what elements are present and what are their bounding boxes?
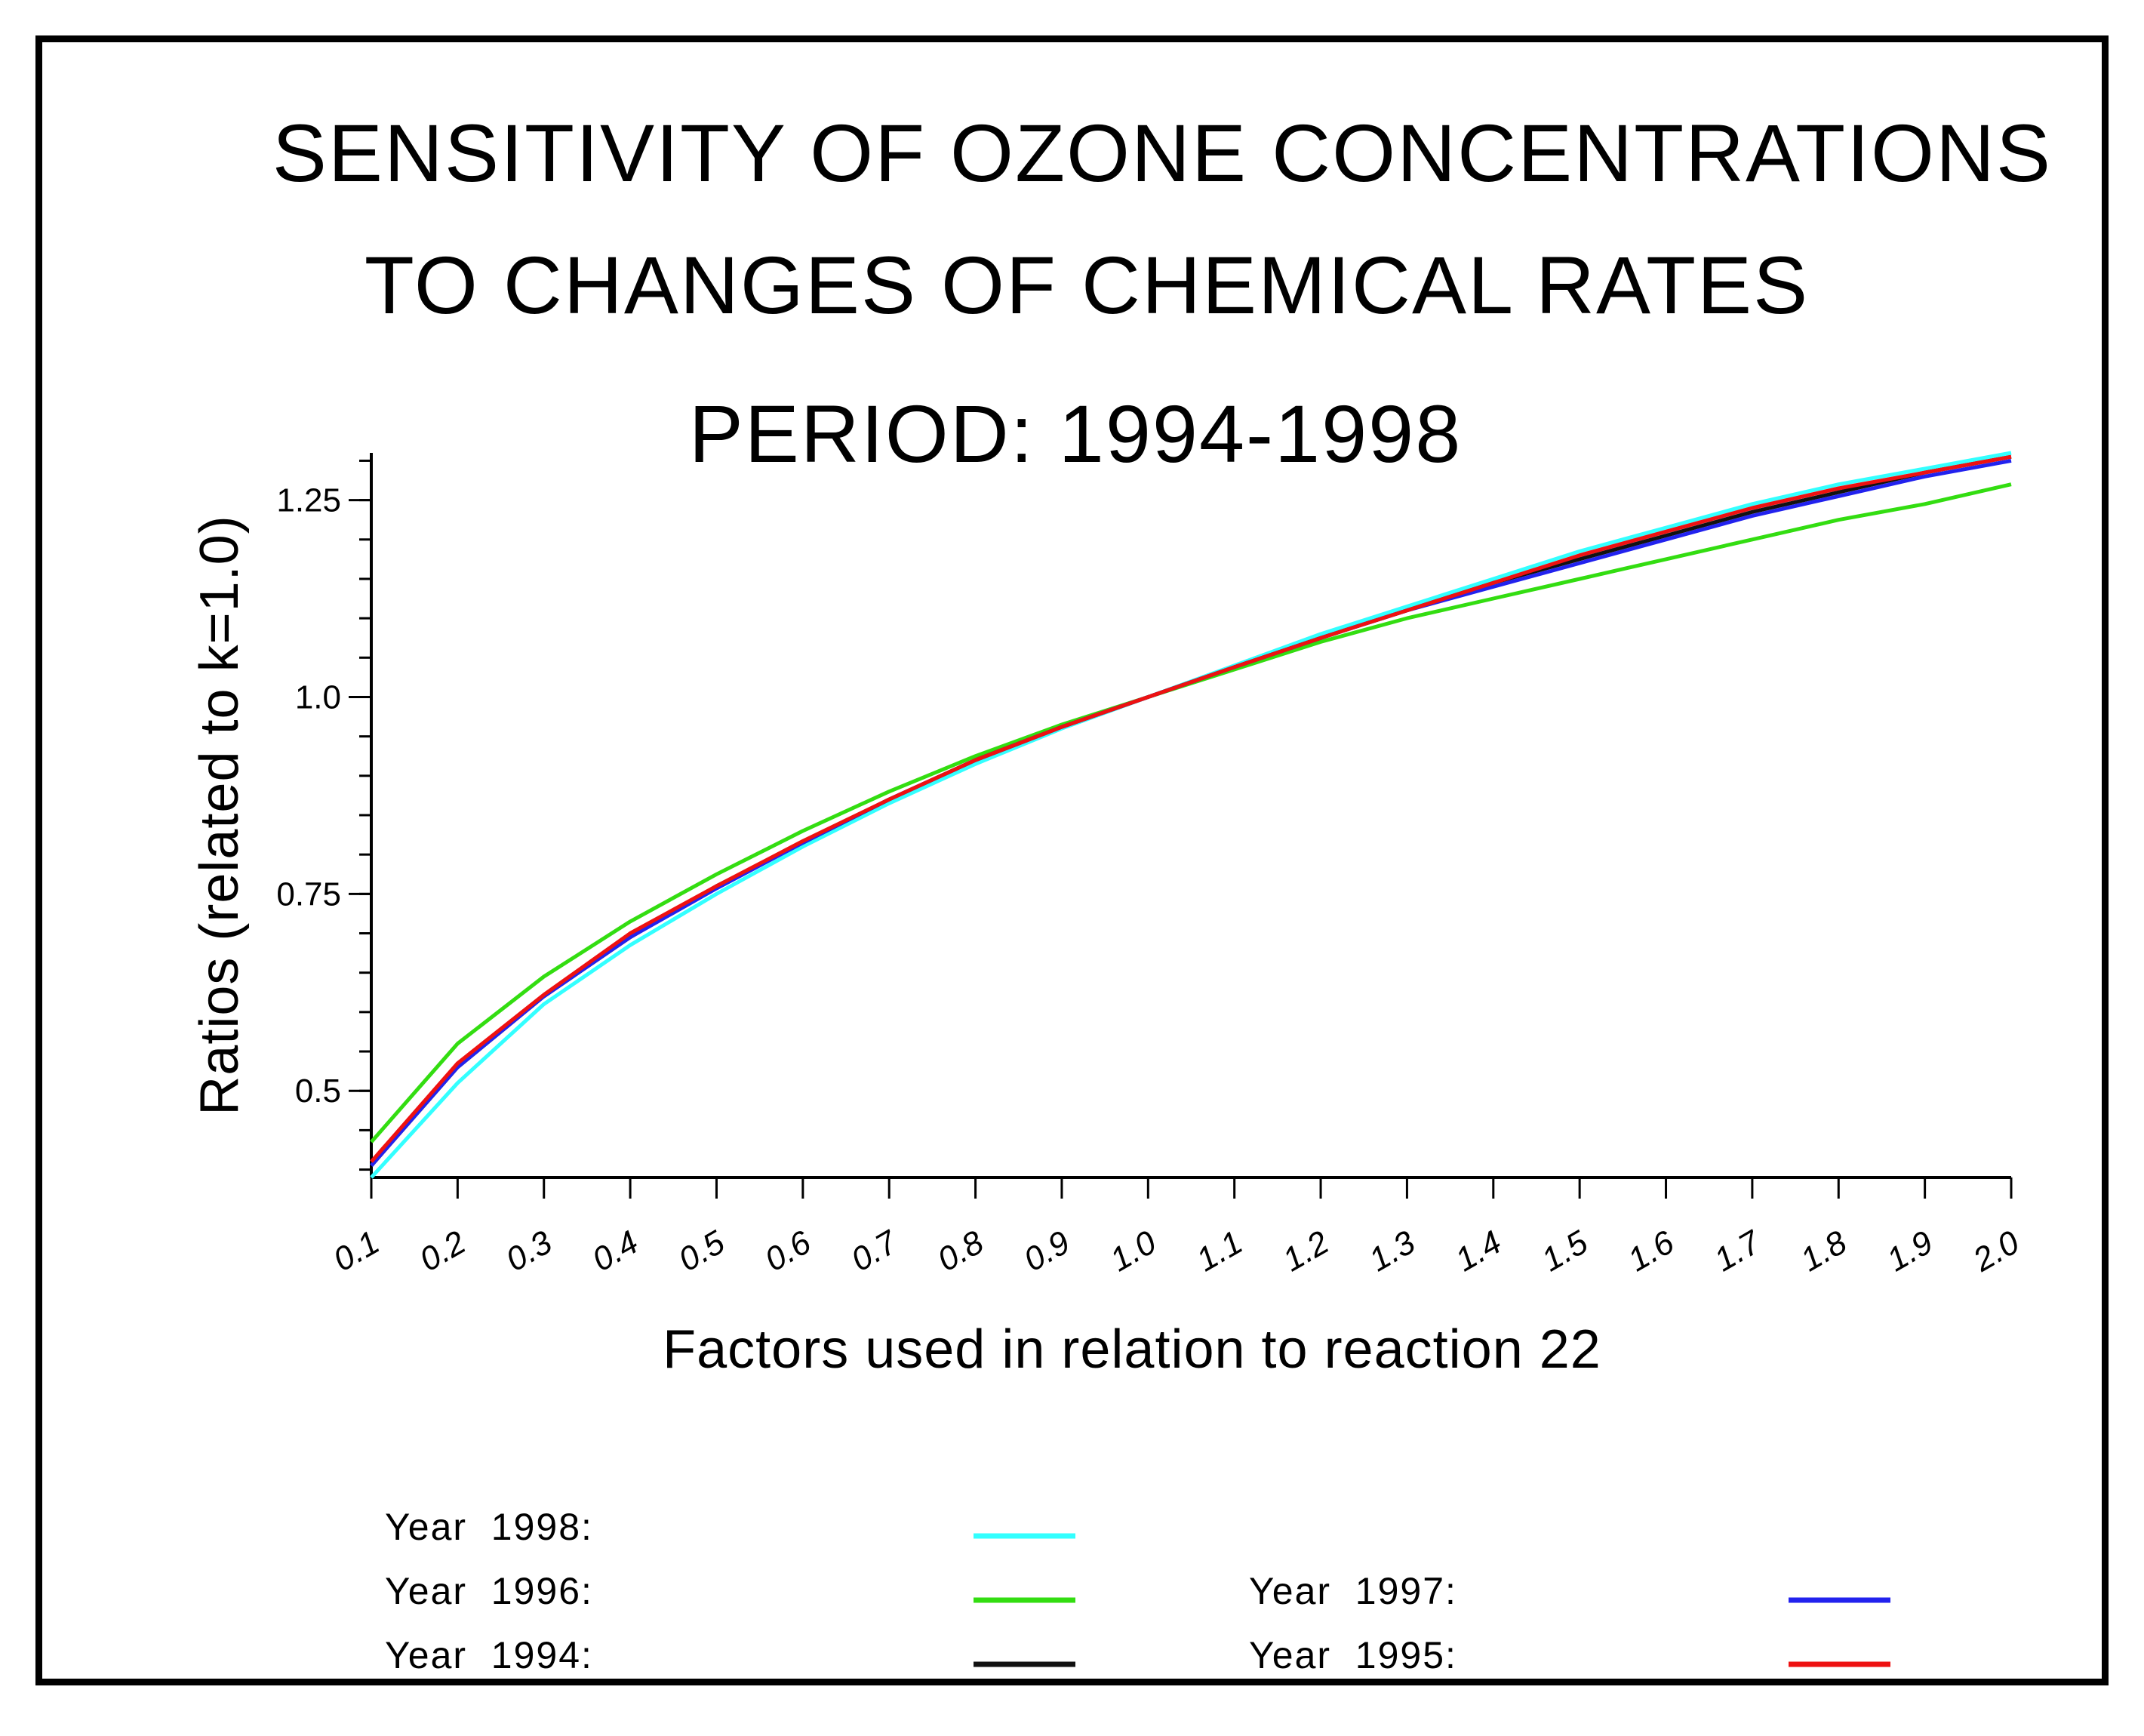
legend-label-year-1994: Year 1994: (385, 1634, 593, 1676)
axes (370, 453, 2011, 1179)
legend: Year 1998: Year 1996: Year 1994: Year 1997:… (385, 1506, 1890, 1676)
x-tick-label: 0.8 (931, 1224, 990, 1279)
series-line-year-1998 (370, 451, 2012, 1179)
x-tick-label: 1.0 (1104, 1224, 1163, 1279)
x-tick-label: 0.3 (500, 1224, 558, 1279)
chart-title: SENSITIVITY OF OZONE CONCENTRATIONS TO C… (272, 107, 2052, 479)
x-tick-label: 1.8 (1795, 1224, 1853, 1279)
legend-label-year-1996: Year 1996: (385, 1570, 593, 1612)
y-tick-label: 1.0 (295, 679, 341, 716)
x-tick-label: 0.5 (672, 1224, 731, 1279)
y-tick-label: 0.75 (276, 876, 341, 913)
title-line-3: PERIOD: 1994-1998 (689, 388, 1463, 479)
x-axis-label: Factors used in relation to reaction 22 (663, 1319, 1601, 1380)
series-line-year-1996 (370, 482, 2012, 1143)
x-tick-label: 0.1 (328, 1224, 386, 1279)
x-tick-label: 0.9 (1017, 1224, 1075, 1279)
legend-label-year-1995: Year 1995: (1249, 1634, 1457, 1676)
series-line-year-1997 (370, 458, 2012, 1167)
y-axis-ticks: 0.5 0.75 1.0 1.25 (276, 459, 371, 1171)
series-line-year-1995 (370, 454, 2012, 1163)
x-tick-label: 1.9 (1881, 1224, 1939, 1279)
x-tick-label: 1.2 (1277, 1224, 1335, 1279)
title-line-1: SENSITIVITY OF OZONE CONCENTRATIONS (272, 107, 2052, 199)
x-tick-label: 0.6 (758, 1224, 817, 1279)
x-tick-label: 2.0 (1967, 1224, 2026, 1279)
x-tick-label: 1.1 (1190, 1224, 1248, 1279)
x-tick-label: 1.3 (1363, 1224, 1422, 1279)
x-tick-label: 0.4 (586, 1224, 644, 1279)
chart-frame (35, 35, 2109, 1685)
series-lines (370, 451, 2012, 1179)
x-tick-label: 1.4 (1449, 1224, 1507, 1279)
y-tick-label: 0.5 (295, 1073, 341, 1110)
x-tick-label: 1.7 (1708, 1223, 1767, 1279)
y-tick-label: 1.25 (276, 482, 341, 519)
x-tick-label: 0.2 (414, 1224, 472, 1279)
legend-label-year-1998: Year 1998: (385, 1506, 593, 1548)
y-axis-label: Ratios (related to k=1.0) (189, 515, 250, 1115)
x-tick-label: 0.7 (845, 1223, 905, 1279)
legend-label-year-1997: Year 1997: (1249, 1570, 1457, 1612)
x-tick-label: 1.6 (1622, 1224, 1681, 1279)
series-line-year-1994 (370, 454, 2012, 1167)
title-line-2: TO CHANGES OF CHEMICAL RATES (365, 239, 1809, 331)
x-axis-ticks: 0.1 0.2 0.3 0.4 0.5 0.6 0.7 0.8 0.9 1.0 1.1 1.2 1.3 1… (328, 1177, 2026, 1279)
x-tick-label: 1.5 (1536, 1224, 1595, 1279)
